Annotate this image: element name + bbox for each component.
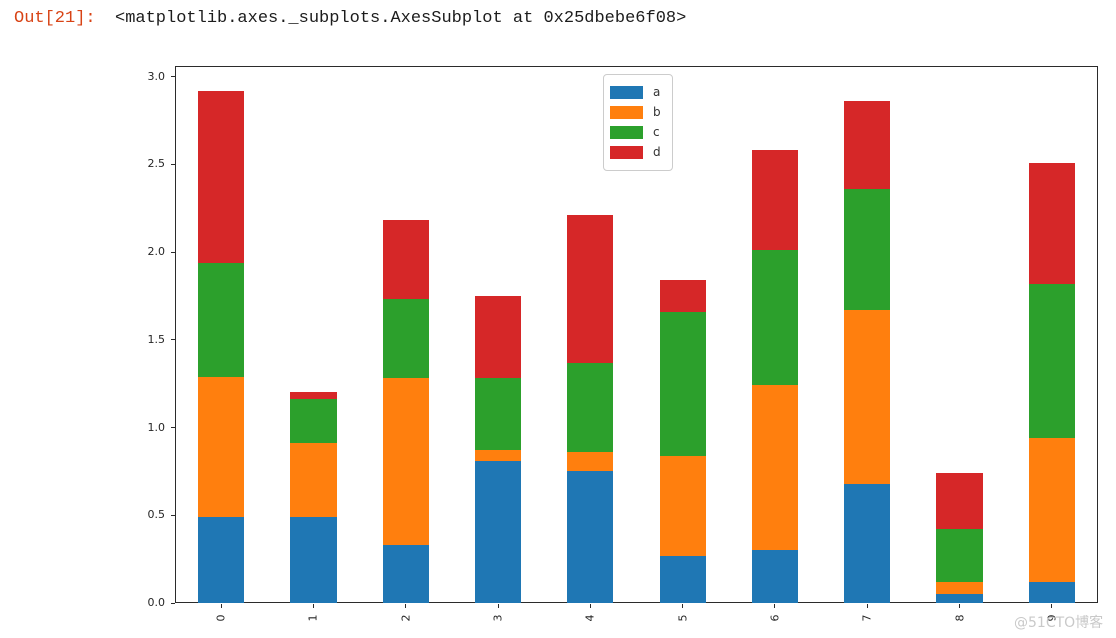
bar-segment-c	[382, 299, 429, 379]
bar-segment-c	[474, 378, 522, 451]
x-tick-label: 5	[676, 614, 690, 622]
x-tick-label: 6	[768, 614, 782, 622]
bar-segment-a	[474, 460, 522, 603]
bar-segment-d	[198, 90, 245, 263]
x-tick-mark	[589, 604, 591, 608]
legend-swatch-b	[610, 106, 643, 119]
x-tick-mark	[312, 604, 314, 608]
x-tick-label: 4	[583, 614, 597, 622]
x-tick-label: 3	[491, 614, 505, 622]
bar-segment-b	[198, 376, 245, 517]
bar-segment-a	[382, 545, 429, 603]
legend-swatch-a	[610, 86, 643, 99]
y-tick-mark	[171, 427, 175, 428]
legend-label: c	[653, 125, 660, 139]
bar-segment-d	[844, 101, 891, 189]
x-tick-mark	[405, 604, 407, 608]
legend-row: a	[610, 84, 664, 101]
bar-segment-b	[936, 581, 983, 595]
bar-segment-d	[382, 220, 429, 300]
bar-segment-a	[290, 517, 337, 603]
y-tick-label: 0.0	[147, 596, 166, 609]
x-tick-mark	[1051, 604, 1053, 608]
bar-segment-a	[567, 471, 614, 603]
bar-segment-a	[844, 483, 891, 603]
bar-segment-c	[198, 262, 245, 377]
legend-row: d	[610, 144, 664, 161]
watermark: @51CTO博客	[1014, 615, 1104, 631]
bar-segment-c	[1028, 283, 1075, 439]
out-prompt: Out[21]:	[14, 9, 96, 28]
x-tick-label: 7	[860, 614, 874, 622]
bar-segment-d	[567, 215, 614, 363]
y-tick-label: 2.5	[147, 157, 166, 171]
bar-segment-c	[844, 188, 891, 310]
legend-swatch-d	[610, 146, 643, 159]
x-tick-label: 0	[214, 614, 228, 622]
legend-row: b	[610, 104, 664, 121]
y-tick-label: 3.0	[147, 69, 166, 83]
bar-segment-c	[290, 399, 337, 444]
bar-segment-c	[567, 362, 614, 453]
legend-swatch-c	[610, 126, 643, 139]
x-tick-mark	[959, 604, 961, 608]
x-tick-mark	[682, 604, 684, 608]
bar-segment-b	[382, 378, 429, 546]
y-tick-mark	[171, 514, 175, 516]
x-tick-label: 2	[399, 614, 413, 622]
bar-segment-a	[1028, 581, 1075, 603]
bar-segment-c	[659, 311, 706, 456]
y-tick-mark	[171, 76, 175, 78]
x-tick-mark	[866, 604, 868, 608]
bar-segment-a	[659, 555, 706, 603]
bar-segment-c	[751, 250, 799, 386]
bar-segment-a	[936, 594, 983, 603]
notebook-output-row: Out[21]: <matplotlib.axes._subplots.Axes…	[0, 0, 1116, 40]
y-tick-label: 0.5	[147, 508, 166, 522]
bar-segment-b	[1028, 438, 1075, 582]
y-tick-label: 2.0	[147, 245, 166, 259]
bar-segment-d	[751, 150, 799, 251]
x-tick-label: 1	[306, 614, 320, 622]
x-tick-mark	[220, 604, 222, 608]
y-tick-label: 1.0	[147, 420, 166, 434]
bar-segment-b	[567, 452, 614, 472]
y-tick-mark	[171, 339, 175, 341]
bar-segment-b	[659, 455, 706, 556]
legend-label: b	[653, 105, 661, 119]
x-tick-label: 8	[953, 614, 967, 622]
x-tick-mark	[774, 604, 776, 608]
bar-segment-d	[290, 392, 337, 400]
x-tick-mark	[497, 604, 499, 608]
bar-segment-b	[290, 443, 337, 517]
y-tick-mark	[171, 251, 175, 253]
legend-label: a	[653, 85, 661, 99]
bar-segment-d	[474, 295, 522, 379]
bar-segment-b	[751, 385, 799, 551]
bar-segment-d	[659, 280, 706, 312]
bar-segment-b	[844, 309, 891, 484]
y-tick-mark	[171, 602, 175, 604]
legend-row: c	[610, 124, 664, 141]
y-tick-mark	[171, 163, 175, 165]
bar-segment-d	[936, 473, 983, 530]
bar-segment-b	[474, 450, 522, 461]
out-repr-text: <matplotlib.axes._subplots.AxesSubplot a…	[115, 9, 687, 28]
bar-segment-a	[198, 517, 245, 603]
y-tick-label: 1.5	[147, 332, 166, 346]
bar-segment-a	[751, 550, 799, 603]
bar-segment-c	[936, 529, 983, 582]
bar-segment-d	[1028, 162, 1075, 284]
legend-label: d	[653, 145, 661, 159]
